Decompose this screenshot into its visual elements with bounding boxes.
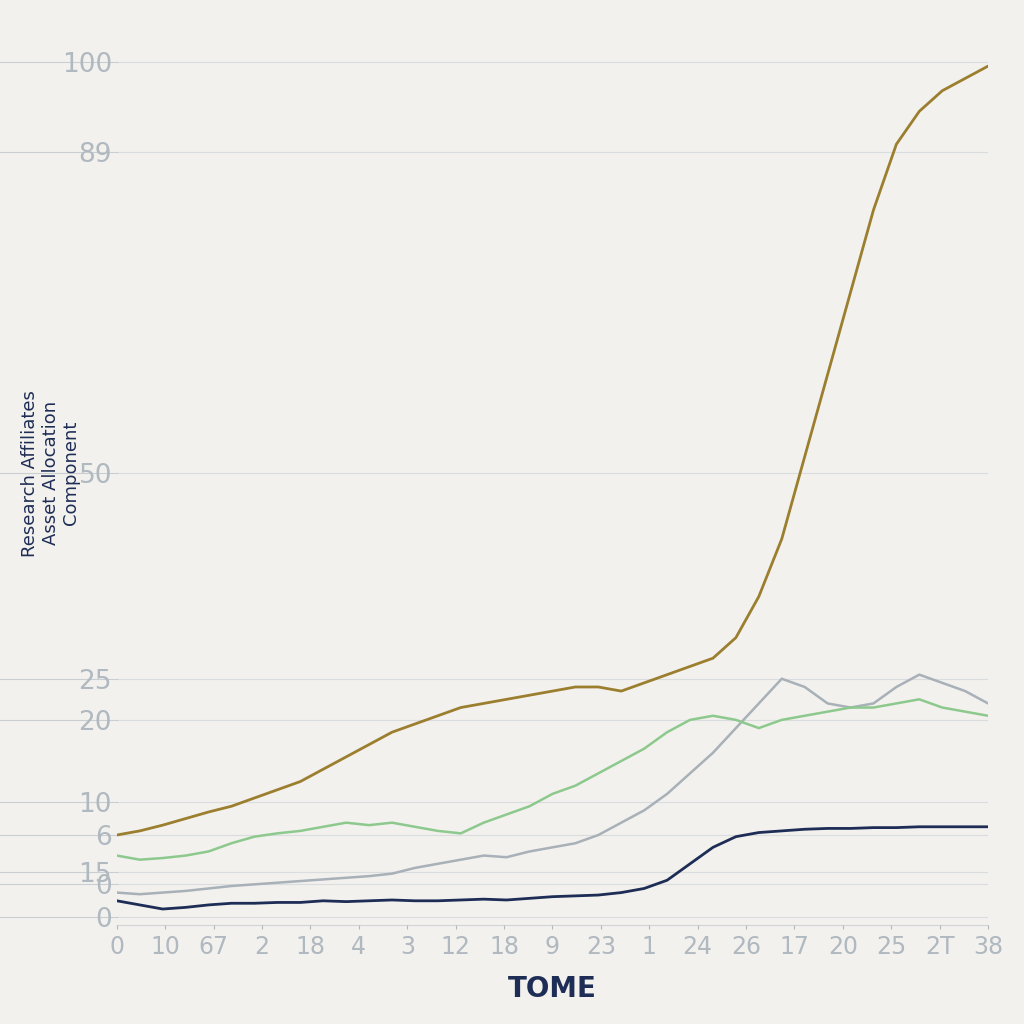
X-axis label: TOME: TOME — [508, 975, 597, 1004]
Y-axis label: Research Affiliates
Asset Allocation
Component: Research Affiliates Asset Allocation Com… — [20, 390, 81, 557]
